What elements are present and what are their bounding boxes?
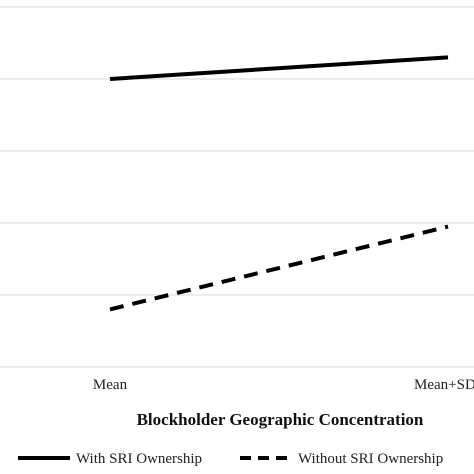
series-line-1 bbox=[109, 55, 449, 81]
x-tick-label: Mean+SD bbox=[414, 377, 474, 393]
gridlines bbox=[0, 6, 474, 368]
series-line-2 bbox=[109, 224, 449, 312]
series-lines bbox=[109, 55, 449, 312]
legend-label: Without SRI Ownership bbox=[298, 451, 443, 467]
x-tick-label: Mean bbox=[93, 377, 128, 393]
legend: With SRI Ownership Without SRI Ownership bbox=[18, 451, 443, 467]
legend-label: With SRI Ownership bbox=[76, 451, 202, 467]
x-tick-labels: Mean Mean+SD bbox=[93, 377, 474, 393]
x-axis-title: Blockholder Geographic Concentration bbox=[137, 410, 424, 429]
